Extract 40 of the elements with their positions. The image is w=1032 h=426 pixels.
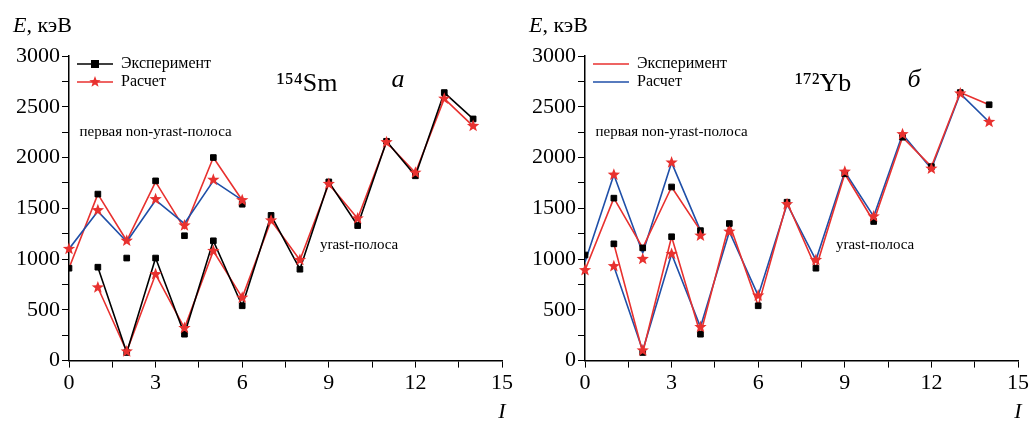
x-tick-label: 15	[491, 368, 513, 394]
y-tick-label: 1000	[16, 244, 60, 270]
y-tick-label: 500	[543, 295, 576, 321]
annotation: yrast-полоса	[319, 235, 399, 252]
annotation: первая non-yrast-полоса	[79, 123, 233, 140]
y-tick-label: 2000	[16, 143, 60, 169]
y-axis-title: E, кэВ	[12, 11, 72, 37]
y-tick-label: 1500	[532, 194, 576, 220]
legend-label: Эксперимент	[637, 54, 728, 73]
y-tick-label: 3000	[16, 41, 60, 67]
y-tick-label: 1000	[532, 244, 576, 270]
x-tick-label: 3	[666, 368, 678, 394]
y-tick-label: 500	[27, 295, 60, 321]
x-tick-label: 3	[150, 368, 162, 394]
x-tick-label: 9	[323, 368, 335, 394]
y-tick-label: 1500	[16, 194, 60, 220]
x-tick-label: 12	[404, 368, 427, 394]
annotation: первая non-yrast-полоса	[595, 123, 749, 140]
x-axis-title: I	[497, 398, 508, 424]
x-tick-label: 6	[236, 368, 248, 394]
y-tick-label: 2000	[532, 143, 576, 169]
x-tick-label: 6	[752, 368, 764, 394]
legend-label: Эксперимент	[121, 54, 212, 73]
text: ¹⁵⁴Sm	[276, 67, 338, 97]
y-axis-title: E, кэВ	[528, 11, 588, 37]
y-tick-label: 0	[49, 346, 60, 372]
legend-label: Расчет	[121, 72, 166, 90]
y-tick-label: 3000	[532, 41, 576, 67]
x-tick-label: 15	[1007, 368, 1029, 394]
annotation: б	[907, 64, 922, 94]
x-axis-title: I	[1013, 398, 1024, 424]
text: ¹⁷²Yb	[794, 67, 852, 97]
x-tick-label: 9	[839, 368, 851, 394]
y-tick-label: 0	[565, 346, 576, 372]
annotation: yrast-полоса	[835, 235, 915, 252]
x-tick-label: 12	[920, 368, 943, 394]
annotation: а	[391, 64, 405, 94]
y-tick-label: 2500	[532, 92, 576, 118]
y-tick-label: 2500	[16, 92, 60, 118]
legend-label: Расчет	[637, 72, 682, 90]
